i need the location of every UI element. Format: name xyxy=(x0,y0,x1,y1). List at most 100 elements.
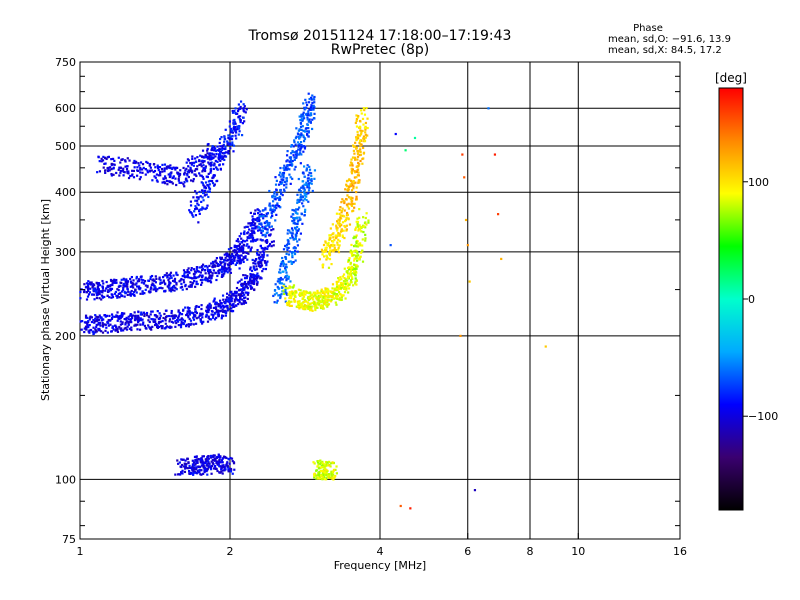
echo-point xyxy=(284,276,287,279)
echo-point xyxy=(360,251,363,254)
echo-point xyxy=(97,282,101,285)
echo-point xyxy=(159,320,162,324)
echo-point xyxy=(223,155,226,158)
echo-point xyxy=(279,277,282,280)
echo-point xyxy=(311,118,314,121)
echo-point xyxy=(92,318,95,322)
echo-point xyxy=(350,266,354,269)
echo-point xyxy=(349,183,352,186)
echo-point xyxy=(209,306,212,309)
echo-point xyxy=(282,289,285,292)
echo-point xyxy=(159,281,162,284)
echo-point xyxy=(210,147,214,150)
echo-point xyxy=(110,162,113,166)
echo-point xyxy=(271,196,274,199)
y-tick-label: 200 xyxy=(55,330,76,343)
echo-point xyxy=(364,237,367,240)
echo-point xyxy=(357,174,361,177)
echo-point xyxy=(307,189,311,192)
echo-point xyxy=(245,285,249,288)
echo-point xyxy=(219,156,222,159)
echo-point xyxy=(133,159,136,163)
echo-point xyxy=(96,293,99,296)
echo-point xyxy=(98,321,102,324)
echo-point xyxy=(352,185,355,188)
echo-point xyxy=(190,212,193,215)
echo-point xyxy=(107,284,110,287)
echo-point xyxy=(130,281,133,284)
echo-point xyxy=(305,193,308,196)
echo-point xyxy=(206,463,209,466)
echo-point xyxy=(293,252,297,256)
echo-point xyxy=(320,464,323,467)
echo-point xyxy=(241,298,244,301)
echo-point xyxy=(203,469,206,472)
echo-point xyxy=(290,215,293,218)
echo-point xyxy=(353,269,356,273)
echo-point xyxy=(199,274,202,277)
echo-point xyxy=(362,230,365,234)
echo-point xyxy=(268,189,271,193)
echo-point xyxy=(192,268,196,271)
echo-point xyxy=(102,166,105,169)
echo-point xyxy=(179,326,183,329)
echo-point xyxy=(212,262,215,265)
echo-point xyxy=(79,320,82,323)
echo-point xyxy=(254,227,257,230)
echo-point xyxy=(243,230,246,233)
echo-point xyxy=(282,167,285,170)
echo-point xyxy=(288,296,292,299)
echo-point xyxy=(333,246,336,249)
echo-point xyxy=(119,171,122,174)
echo-point xyxy=(303,291,306,294)
echo-point xyxy=(208,183,211,186)
echo-point xyxy=(87,286,90,289)
echo-point xyxy=(272,240,275,243)
echo-point xyxy=(304,208,307,211)
echo-point xyxy=(223,147,226,151)
echo-point xyxy=(152,318,155,321)
echo-point xyxy=(131,284,134,287)
echo-point xyxy=(90,320,94,324)
echo-point xyxy=(273,301,276,304)
echo-point xyxy=(139,323,142,326)
echo-point xyxy=(86,322,89,325)
echo-point xyxy=(218,464,221,467)
echo-point xyxy=(264,267,268,271)
echo-point xyxy=(134,317,137,320)
echo-point xyxy=(357,258,361,261)
echo-point xyxy=(126,285,129,288)
echo-point xyxy=(262,253,266,256)
echo-point xyxy=(147,290,151,293)
echo-point xyxy=(338,232,341,236)
echo-point xyxy=(200,283,203,286)
echo-point xyxy=(235,239,238,243)
echo-point xyxy=(221,265,224,268)
echo-point xyxy=(215,180,218,183)
echo-point xyxy=(264,225,267,228)
echo-point xyxy=(365,223,368,226)
echo-point xyxy=(327,290,330,293)
echo-point xyxy=(330,298,333,301)
echo-point xyxy=(290,290,294,293)
echo-point xyxy=(328,234,331,237)
echo-point xyxy=(284,167,288,170)
echo-point xyxy=(212,184,216,187)
echo-point xyxy=(173,316,176,319)
echo-point xyxy=(304,308,307,311)
echo-point xyxy=(204,272,207,275)
echo-point xyxy=(213,162,216,165)
echo-point xyxy=(233,109,236,113)
echo-point xyxy=(321,460,324,463)
echo-point xyxy=(336,222,340,225)
echo-point xyxy=(252,240,255,243)
echo-point xyxy=(335,287,338,290)
echo-point xyxy=(141,163,145,166)
echo-point xyxy=(326,301,329,304)
echo-point xyxy=(163,163,167,166)
echo-point xyxy=(321,250,324,253)
echo-point xyxy=(186,174,189,177)
echo-point xyxy=(352,145,356,148)
plot-area xyxy=(79,61,681,540)
echo-point xyxy=(198,163,201,167)
